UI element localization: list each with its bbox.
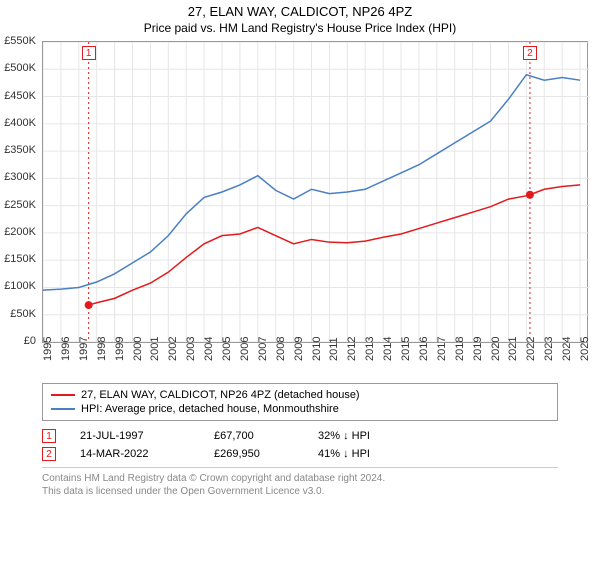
event-pct: 41% ↓ HPI: [318, 448, 370, 460]
y-tick-label: £200K: [4, 226, 36, 238]
y-axis: £0£50K£100K£150K£200K£250K£300K£350K£400…: [0, 41, 40, 341]
x-axis: 1995199619971998199920002001200220032004…: [42, 343, 588, 377]
event-price: £67,700: [214, 430, 294, 442]
event-row: 1 21-JUL-1997 £67,700 32% ↓ HPI: [42, 427, 558, 445]
page-title: 27, ELAN WAY, CALDICOT, NP26 4PZ: [0, 4, 600, 19]
event-date: 21-JUL-1997: [80, 430, 190, 442]
x-tick-label: 2025: [579, 337, 600, 361]
y-tick-label: £400K: [4, 117, 36, 129]
legend-label: HPI: Average price, detached house, Monm…: [81, 403, 339, 415]
data-point: [85, 301, 93, 309]
y-tick-label: £250K: [4, 199, 36, 211]
y-tick-label: £150K: [4, 253, 36, 265]
page-subtitle: Price paid vs. HM Land Registry's House …: [0, 21, 600, 35]
y-tick-label: £350K: [4, 144, 36, 156]
chart-area: £0£50K£100K£150K£200K£250K£300K£350K£400…: [42, 41, 588, 343]
y-tick-label: £450K: [4, 90, 36, 102]
y-tick-label: £100K: [4, 280, 36, 292]
y-tick-label: £500K: [4, 62, 36, 74]
legend-swatch: [51, 408, 75, 410]
event-number: 1: [42, 429, 56, 443]
legend: 27, ELAN WAY, CALDICOT, NP26 4PZ (detach…: [42, 383, 558, 421]
event-marker: 2: [523, 46, 537, 60]
legend-label: 27, ELAN WAY, CALDICOT, NP26 4PZ (detach…: [81, 389, 360, 401]
data-point: [526, 191, 534, 199]
y-tick-label: £300K: [4, 171, 36, 183]
footer: Contains HM Land Registry data © Crown c…: [42, 467, 558, 498]
legend-item: HPI: Average price, detached house, Monm…: [51, 402, 549, 416]
event-date: 14-MAR-2022: [80, 448, 190, 460]
plot-svg: [43, 42, 589, 342]
event-pct: 32% ↓ HPI: [318, 430, 370, 442]
event-table: 1 21-JUL-1997 £67,700 32% ↓ HPI 2 14-MAR-2022…: [42, 427, 558, 463]
y-tick-label: £0: [24, 335, 36, 347]
y-tick-label: £50K: [10, 308, 36, 320]
event-number: 2: [42, 447, 56, 461]
footer-line-1: Contains HM Land Registry data © Crown c…: [42, 472, 558, 485]
legend-swatch: [51, 394, 75, 396]
event-price: £269,950: [214, 448, 294, 460]
event-marker: 1: [82, 46, 96, 60]
footer-line-2: This data is licensed under the Open Gov…: [42, 485, 558, 498]
plot-border: 12: [42, 41, 588, 343]
y-tick-label: £550K: [4, 35, 36, 47]
event-row: 2 14-MAR-2022 £269,950 41% ↓ HPI: [42, 445, 558, 463]
legend-item: 27, ELAN WAY, CALDICOT, NP26 4PZ (detach…: [51, 388, 549, 402]
